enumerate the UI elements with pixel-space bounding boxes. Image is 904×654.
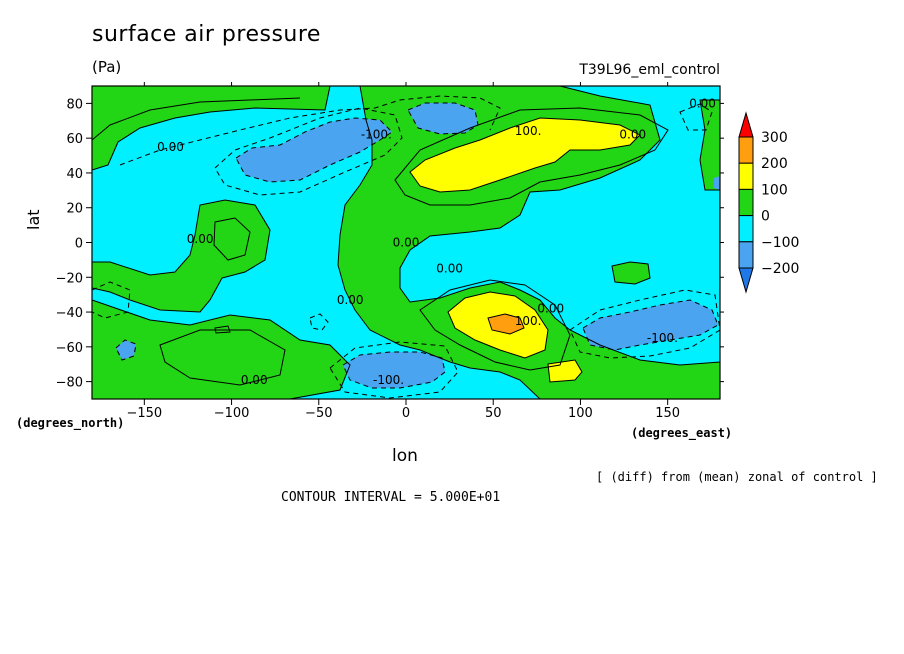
contour-100-north [409,117,641,193]
colorbar-level-label: −100 [761,235,799,251]
region-green-north-west [92,86,330,170]
y-tick-label: −40 [56,306,83,321]
contour-zero-south-west [92,299,351,399]
contour-zero-north-mid [337,86,541,399]
x-tick-label: 150 [655,406,680,421]
contour-label: 100. [515,314,542,328]
contour-50-north-west [92,97,301,141]
contour-50-south [419,279,571,371]
contour-label-layer: 0.00 0.00 0.00 0.00 0.00 0.00 0.00 0.00 0.00 -100… [157,96,716,386]
colorbar-segment [738,188,754,217]
contour-label: 0.00 [393,236,420,250]
contour-label: 0.00 [537,302,564,316]
y-tick-label: 80 [66,97,83,112]
colorbar: 300 200 100 0 −100 −200 [738,111,799,294]
contour-neg50-west-small [309,313,329,331]
contour-neg100-south-mid [342,351,446,389]
contour-zero-north-west [92,86,331,171]
x-tick-label: 50 [485,406,502,421]
diff-note: [ (diff) from (mean) zonal of control ] [596,470,878,484]
x-tick-label: −150 [126,406,162,421]
chart-units: (Pa) [92,58,122,76]
contour-50-south-west [159,329,286,386]
colorbar-segment [738,136,754,164]
region-yellow-north [410,118,640,192]
contour-label: 0.00 [436,262,463,276]
y-unit-note: (degrees_north) [16,416,125,430]
region-green-pacific-tongue [92,200,270,312]
contour-label: -100. [373,373,404,387]
contour-neg50-east-edge [679,103,713,131]
colorbar-level-label: 0 [761,209,770,225]
contour-neg100-south-west [115,339,137,361]
y-tick-label: −20 [56,271,83,286]
region-blue-east-edge [714,176,720,190]
contour-zero-small-island [611,261,651,285]
contour-neg50-south-mid [329,341,459,399]
colorbar-segment [738,162,754,190]
y-tick-label: 0 [75,237,83,252]
contour-neg100-north-east [407,102,479,135]
contour-lines [92,86,720,399]
contour-100-south-small [547,359,583,383]
contour-200-south [487,313,525,335]
x-tick-label: −50 [305,406,332,421]
region-blue-north-east [408,103,478,134]
region-orange-south [488,314,524,334]
contour-100-south [447,291,549,359]
contour-label: -100. [647,331,678,345]
contour-label: 0.00 [187,232,214,246]
region-green-south-west [92,300,350,399]
contour-fill-layer: 0.00 0.00 0.00 0.00 0.00 0.00 0.00 0.00 0.00 -100… [92,86,720,399]
x-tick-label: 100 [568,406,593,421]
region-blue-south-west [116,340,136,360]
contour-lines-negative [92,95,720,399]
x-tick-label: −100 [214,406,250,421]
region-green-small-island [612,262,650,284]
y-axis-label: lat [24,209,43,230]
contour-interval: CONTOUR INTERVAL = 5.000E+01 [281,490,501,505]
colorbar-level-label: −200 [761,261,799,277]
colorbar-segment [738,241,754,269]
contour-50-small-west [214,325,231,334]
contour-neg100-north-atlantic [235,117,393,183]
y-tick-label: 40 [66,167,83,182]
colorbar-level-label: 100 [761,182,788,198]
contour-label: 0.00 [241,373,268,387]
contour-label: 0.00 [689,96,716,110]
y-tick-label: −60 [56,341,83,356]
colorbar-level-label: 300 [761,130,788,146]
region-blue-north-atlantic [236,118,392,182]
chart-title: surface air pressure [92,22,321,47]
y-tick-label: 60 [66,132,83,147]
axes-layer: −150 −100 −50 0 50 100 150 −80 −60 −40 −20 0 20 40 60 8… [56,82,724,421]
contour-zero-east-lobe [699,99,720,191]
contour-label: 0.00 [619,128,646,142]
contour-label: 0.00 [337,293,364,307]
contour-neg50-north-atlantic [214,107,403,196]
contour-label: 0.00 [157,140,184,154]
region-blue-south-mid [343,352,445,388]
contour-label: -100. [361,128,392,142]
colorbar-level-label: 200 [761,156,788,172]
contour-label: 100. [515,124,542,138]
y-tick-label: −80 [56,376,83,391]
colorbar-bottom-triangle [738,267,754,294]
colorbar-top-triangle [738,111,754,138]
run-name: T39L96_eml_control [579,62,720,78]
x-tick-label: 0 [402,406,410,421]
contour-50-pacific [213,217,251,261]
region-blue-south-east [583,300,718,350]
contour-zero-pacific-tongue [92,199,271,313]
x-unit-note: (degrees_east) [631,426,733,440]
colorbar-segment [738,215,754,243]
region-green-east-lobe [700,100,720,190]
contour-50-north [394,107,669,206]
contour-neg50-south-east [569,289,720,359]
x-axis-label: lon [392,446,418,466]
y-tick-label: 20 [66,202,83,217]
